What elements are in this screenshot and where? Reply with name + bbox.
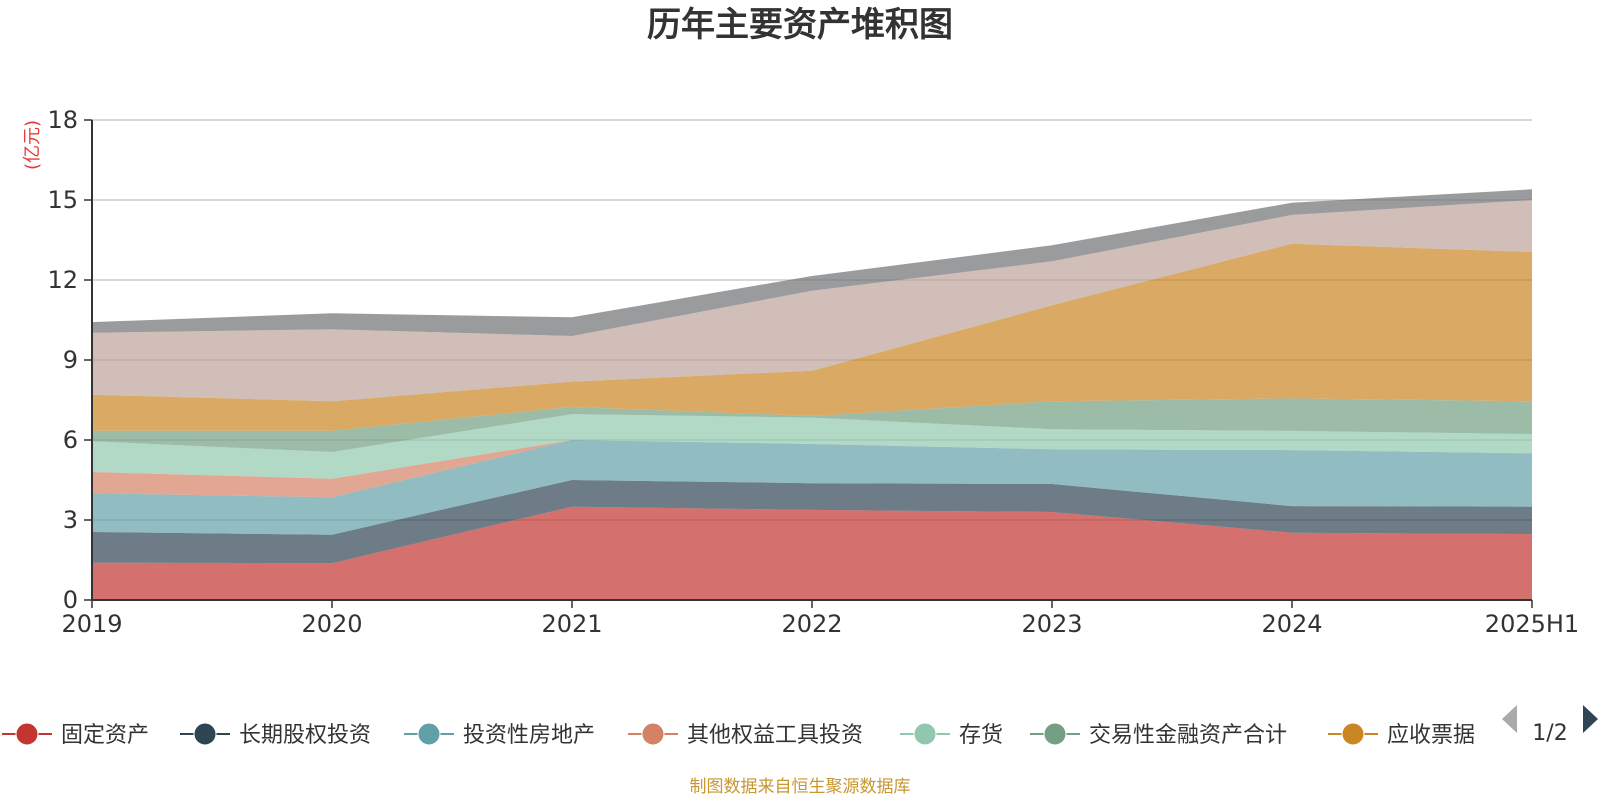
legend-circle-marker [641,722,665,746]
y-tick-label: 12 [47,266,78,294]
y-tick-label: 18 [47,106,78,134]
y-tick-label: 3 [63,506,78,534]
legend-circle-marker [1341,722,1365,746]
area-series-6 [92,398,1532,452]
legend: 固定资产 长期股权投资 投资性房地产 其他权益工具投资 存货 交易性金融资产合计 应收票据 [2,722,1475,748]
legend-label: 投资性房地产 [463,723,595,748]
area-series-7 [92,243,1532,431]
data-source-note: 制图数据来自恒生聚源数据库 [690,777,911,797]
legend-circle-marker [913,722,937,746]
x-tick-label: 2019 [61,610,122,638]
legend-item[interactable]: 其他权益工具投资 [628,722,863,748]
legend-label: 固定资产 [61,723,149,748]
y-tick-label: 9 [63,346,78,374]
legend-prev-icon[interactable] [1502,705,1517,733]
legend-circle-marker [1043,722,1067,746]
x-tick-label: 2022 [781,610,842,638]
legend-label: 存货 [959,723,1003,748]
area-series-5 [92,414,1532,479]
chart-title: 历年主要资产堆积图 [647,5,953,45]
legend-label: 应收票据 [1387,723,1475,748]
legend-page-indicator: 1/2 [1532,721,1567,746]
legend-label: 其他权益工具投资 [687,723,863,748]
legend-item[interactable]: 应收票据 [1328,722,1475,748]
area-series [92,189,1532,600]
legend-item[interactable]: 投资性房地产 [404,722,595,748]
area-series-2 [92,480,1532,564]
area-series-8 [92,200,1532,402]
legend-item[interactable]: 长期股权投资 [180,722,371,748]
area-series-9 [92,189,1532,336]
x-tick-label: 2023 [1021,610,1082,638]
legend-circle-marker [15,722,39,746]
legend-item[interactable]: 存货 [900,722,1003,748]
area-series-4 [92,440,1532,498]
y-tick-label: 6 [63,426,78,454]
legend-next-icon[interactable] [1583,705,1598,733]
x-tick-label: 2021 [541,610,602,638]
legend-label: 交易性金融资产合计 [1089,723,1287,748]
x-tick-label: 2025H1 [1485,610,1579,638]
legend-pager: 1/2 [1502,705,1598,746]
legend-item[interactable]: 固定资产 [2,722,149,748]
legend-item[interactable]: 交易性金融资产合计 [1030,722,1287,748]
y-axis-unit: (亿元) [22,120,43,170]
legend-circle-marker [417,722,441,746]
area-series-3 [92,440,1532,535]
x-tick-label: 2024 [1261,610,1322,638]
area-series-1 [92,506,1532,600]
axes: 0 3 6 9 12 15 18 2019 2020 2021 2022 2023 2024 2025H1 [47,106,1579,638]
legend-circle-marker [193,722,217,746]
y-tick-label: 15 [47,186,78,214]
x-tick-label: 2020 [301,610,362,638]
legend-label: 长期股权投资 [239,723,371,748]
y-tick-label: 0 [63,586,78,614]
